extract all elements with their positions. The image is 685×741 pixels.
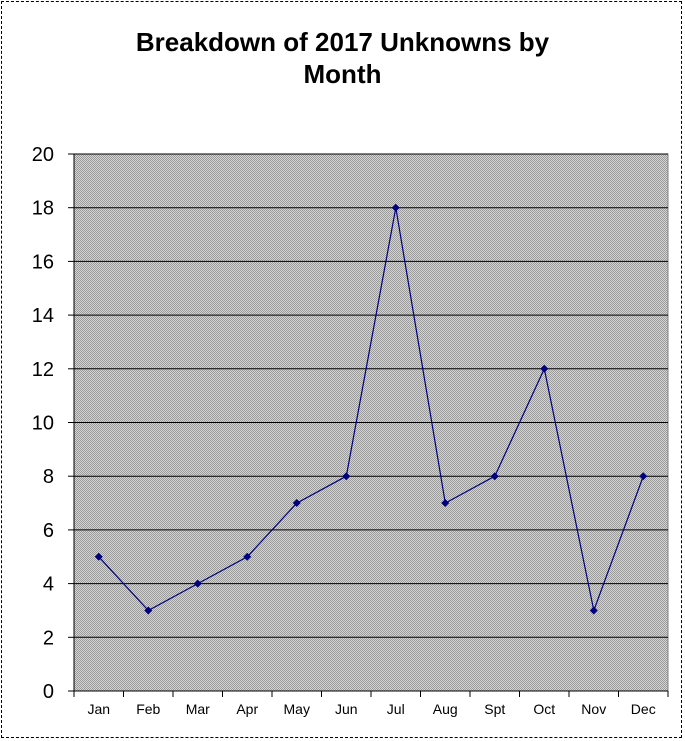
y-tick-label-2: 2 xyxy=(43,627,54,649)
x-tick-label-apr: Apr xyxy=(236,701,258,717)
y-tick-label-4: 4 xyxy=(43,574,54,596)
x-tick-label-nov: Nov xyxy=(581,701,606,717)
x-tick-label-jul: Jul xyxy=(387,701,405,717)
x-tick-label-feb: Feb xyxy=(136,701,160,717)
y-axis-tick-labels: 0 2 4 6 8 10 12 14 16 18 20 xyxy=(32,144,54,703)
x-tick-label-jun: Jun xyxy=(335,701,358,717)
data-point-jun xyxy=(342,472,351,481)
x-tick-label-may: May xyxy=(284,701,310,717)
series-markers xyxy=(94,203,648,615)
chart-title: Breakdown of 2017 Unknowns by Month xyxy=(0,26,685,90)
y-tick-label-20: 20 xyxy=(32,144,54,166)
series-line xyxy=(98,207,644,613)
y-tick-label-16: 16 xyxy=(32,251,54,273)
y-tick-label-6: 6 xyxy=(43,520,54,542)
x-tick-label-mar: Mar xyxy=(186,701,210,717)
axes xyxy=(68,153,669,697)
data-point-dec xyxy=(639,472,648,481)
data-point-nov xyxy=(589,606,598,615)
series-polyline xyxy=(98,207,644,613)
data-point-oct xyxy=(540,364,549,373)
y-tick-label-10: 10 xyxy=(32,413,54,435)
data-point-jul xyxy=(391,203,400,212)
y-tick-label-12: 12 xyxy=(32,359,54,381)
y-tick-label-14: 14 xyxy=(32,305,54,327)
data-point-mar xyxy=(193,579,202,588)
chart-title-line-2: Month xyxy=(303,59,382,89)
x-tick-label-aug: Aug xyxy=(433,701,458,717)
y-tick-label-18: 18 xyxy=(32,198,54,220)
x-tick-label-oct: Oct xyxy=(533,701,555,717)
x-tick-label-dec: Dec xyxy=(631,701,656,717)
x-tick-label-spt: Spt xyxy=(484,701,505,717)
y-tick-label-0: 0 xyxy=(43,681,54,703)
data-point-feb xyxy=(144,606,153,615)
data-point-jan xyxy=(94,552,103,561)
data-point-apr xyxy=(243,552,252,561)
x-tick-label-jan: Jan xyxy=(87,701,110,717)
y-tick-label-8: 8 xyxy=(43,466,54,488)
data-point-aug xyxy=(441,499,450,508)
chart-title-line-1: Breakdown of 2017 Unknowns by xyxy=(135,27,550,57)
gridlines xyxy=(74,153,668,638)
x-axis-tick-labels: Jan Feb Mar Apr May Jun Jul Aug Spt Oct Nov Dec xyxy=(87,701,655,717)
data-point-spt xyxy=(490,472,499,481)
data-point-may xyxy=(292,499,301,508)
